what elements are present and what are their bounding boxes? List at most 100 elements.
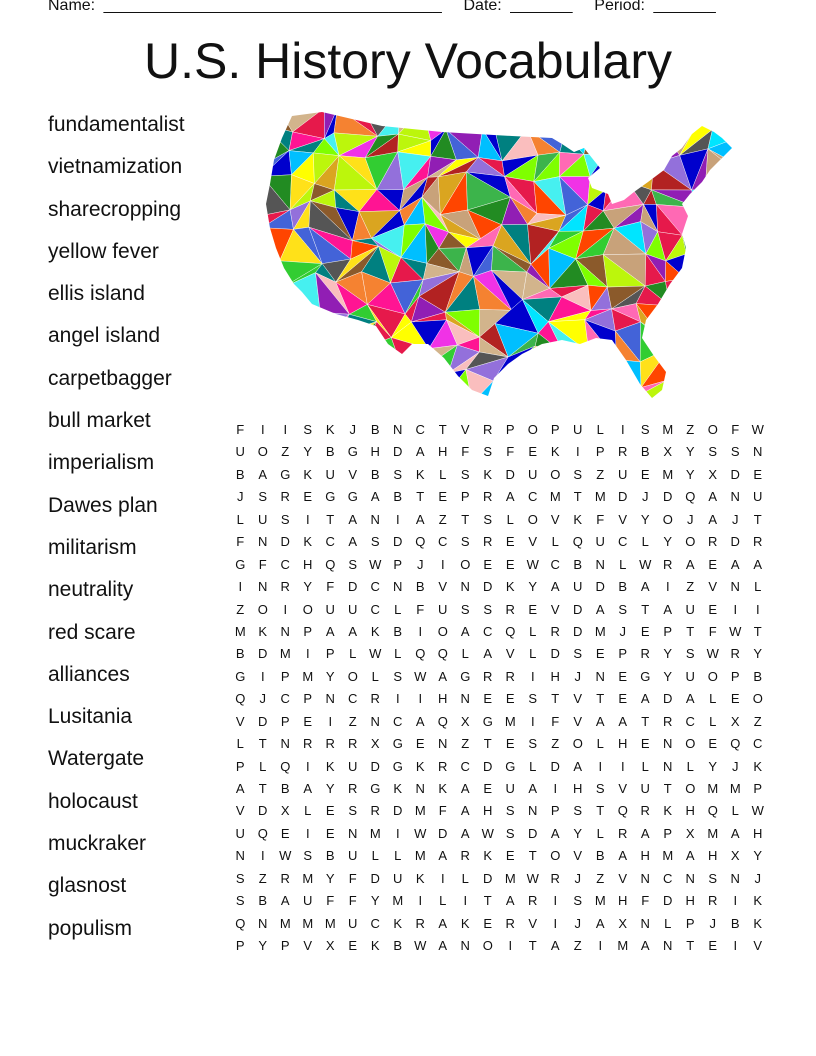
grid-letter[interactable]: I	[395, 511, 400, 527]
grid-letter[interactable]: P	[730, 668, 740, 684]
grid-letter[interactable]: C	[460, 758, 470, 774]
grid-letter[interactable]: L	[461, 646, 469, 662]
grid-letter[interactable]: D	[483, 579, 493, 595]
grid-letter[interactable]: D	[280, 534, 290, 550]
grid-letter[interactable]: E	[640, 466, 650, 482]
grid-letter[interactable]: U	[438, 601, 448, 617]
grid-letter[interactable]: C	[280, 691, 290, 707]
grid-letter[interactable]: Y	[663, 668, 673, 684]
grid-letter[interactable]: R	[663, 713, 673, 729]
grid-letter[interactable]: K	[483, 466, 493, 482]
grid-letter[interactable]: Z	[573, 938, 582, 954]
grid-letter[interactable]: U	[235, 444, 245, 460]
grid-letter[interactable]: N	[258, 579, 268, 595]
grid-letter[interactable]: I	[305, 511, 310, 527]
grid-letter[interactable]: O	[707, 422, 718, 437]
grid-letter[interactable]: N	[595, 556, 605, 572]
grid-letter[interactable]: D	[258, 646, 268, 662]
grid-letter[interactable]: Z	[686, 579, 695, 595]
grid-letter[interactable]: N	[370, 511, 380, 527]
grid-letter[interactable]: M	[707, 781, 719, 796]
grid-letter[interactable]: R	[325, 736, 335, 752]
grid-letter[interactable]: U	[348, 848, 358, 864]
grid-letter[interactable]: H	[618, 736, 628, 752]
grid-letter[interactable]: Z	[686, 422, 695, 437]
grid-letter[interactable]: G	[505, 758, 516, 774]
grid-letter[interactable]: C	[618, 534, 628, 550]
grid-letter[interactable]: P	[753, 781, 763, 796]
grid-letter[interactable]: D	[663, 691, 673, 707]
grid-letter[interactable]: Z	[753, 713, 762, 729]
grid-letter[interactable]: H	[753, 825, 763, 841]
grid-letter[interactable]: E	[618, 668, 628, 684]
grid-letter[interactable]: N	[235, 848, 245, 864]
grid-letter[interactable]: D	[348, 579, 358, 595]
grid-letter[interactable]: K	[325, 758, 335, 774]
grid-letter[interactable]: I	[440, 870, 445, 886]
grid-letter[interactable]: N	[438, 736, 448, 752]
grid-letter[interactable]: U	[685, 668, 695, 684]
grid-letter[interactable]: D	[730, 534, 740, 550]
grid-letter[interactable]: D	[393, 803, 403, 819]
grid-letter[interactable]: O	[257, 444, 268, 460]
grid-letter[interactable]: C	[370, 601, 380, 617]
grid-letter[interactable]: T	[528, 848, 537, 864]
grid-letter[interactable]: K	[303, 466, 313, 482]
grid-letter[interactable]: G	[347, 444, 358, 460]
grid-letter[interactable]: I	[553, 893, 558, 909]
grid-letter[interactable]: P	[235, 758, 245, 774]
grid-letter[interactable]: E	[753, 466, 763, 482]
grid-letter[interactable]: Q	[617, 803, 628, 819]
grid-letter[interactable]: I	[553, 781, 558, 796]
grid-letter[interactable]: E	[708, 938, 718, 954]
grid-letter[interactable]: P	[618, 646, 628, 662]
grid-letter[interactable]: I	[620, 422, 625, 437]
grid-letter[interactable]: Y	[708, 758, 718, 774]
grid-letter[interactable]: M	[662, 466, 674, 482]
grid-letter[interactable]: W	[706, 646, 719, 662]
grid-letter[interactable]: B	[415, 579, 425, 595]
grid-letter[interactable]: R	[280, 870, 290, 886]
grid-letter[interactable]: Y	[370, 893, 380, 909]
grid-letter[interactable]: M	[279, 915, 291, 931]
grid-letter[interactable]: H	[550, 668, 560, 684]
grid-letter[interactable]: D	[370, 758, 380, 774]
grid-letter[interactable]: C	[528, 489, 538, 505]
grid-letter[interactable]: B	[618, 579, 628, 595]
grid-letter[interactable]: I	[733, 938, 738, 954]
grid-letter[interactable]: E	[505, 556, 515, 572]
grid-letter[interactable]: R	[483, 534, 493, 550]
grid-letter[interactable]: E	[708, 736, 718, 752]
grid-letter[interactable]: A	[460, 623, 470, 639]
grid-letter[interactable]: R	[505, 601, 515, 617]
grid-letter[interactable]: A	[640, 691, 650, 707]
grid-letter[interactable]: Y	[528, 579, 538, 595]
grid-letter[interactable]: G	[370, 781, 381, 796]
grid-letter[interactable]: P	[325, 646, 335, 662]
grid-letter[interactable]: U	[685, 601, 695, 617]
grid-letter[interactable]: S	[303, 422, 313, 437]
grid-letter[interactable]: K	[370, 623, 380, 639]
grid-letter[interactable]: O	[482, 938, 493, 954]
grid-letter[interactable]: O	[527, 511, 538, 527]
grid-letter[interactable]: S	[460, 534, 470, 550]
grid-letter[interactable]: N	[393, 422, 403, 437]
grid-letter[interactable]: X	[685, 825, 695, 841]
grid-letter[interactable]: A	[595, 713, 605, 729]
grid-letter[interactable]: H	[438, 444, 448, 460]
grid-letter[interactable]: U	[235, 825, 245, 841]
grid-letter[interactable]: F	[438, 803, 447, 819]
grid-letter[interactable]: H	[303, 556, 313, 572]
grid-letter[interactable]: N	[640, 915, 650, 931]
grid-letter[interactable]: Y	[325, 870, 335, 886]
grid-letter[interactable]: W	[639, 556, 652, 572]
grid-letter[interactable]: J	[574, 870, 582, 886]
grid-letter[interactable]: U	[348, 915, 358, 931]
grid-letter[interactable]: S	[460, 466, 470, 482]
grid-letter[interactable]: C	[753, 736, 763, 752]
grid-letter[interactable]: I	[395, 825, 400, 841]
grid-letter[interactable]: J	[642, 489, 649, 505]
grid-letter[interactable]: I	[305, 825, 310, 841]
grid-letter[interactable]: T	[596, 803, 605, 819]
grid-letter[interactable]: D	[528, 825, 538, 841]
